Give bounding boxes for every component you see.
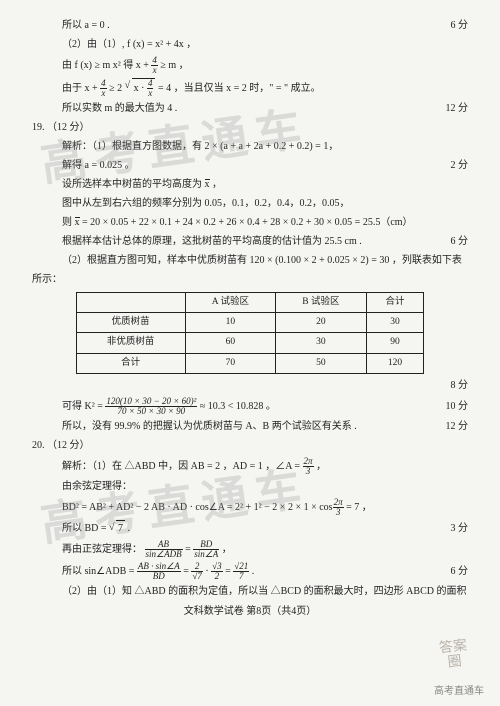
table-row: 优质树苗102030 xyxy=(76,313,424,333)
line-4: 由于 x + 4x ≥ 2 x · 4x = 4 ，当且仅当 x = 2 时，"… xyxy=(32,78,468,98)
pts-3: 3 分 xyxy=(451,521,469,537)
line-12pre: 所示： xyxy=(32,272,468,288)
content: 所以 a = 0 . 6 分 （2）由（1）, f (x) = x² + 4x ，… xyxy=(32,18,468,620)
line-14: 可得 K² = 120(10 × 30 − 20 × 60)²70 × 50 ×… xyxy=(62,397,438,416)
q20: 20. （12 分） xyxy=(32,438,468,454)
line-8: 设所选样本中树苗的平均高度为 x ， xyxy=(32,177,468,193)
line-11: 根据样本估计总体的原理，这批树苗的平均高度的估计值为 25.5 cm . xyxy=(62,234,443,250)
line-16: 解析：（1）在 △ABD 中，因 AB = 2 ，AD = 1 ，∠A = 2π… xyxy=(32,457,468,476)
pts-6c: 6 分 xyxy=(451,564,469,580)
line-2: （2）由（1）, f (x) = x² + 4x ， xyxy=(32,37,468,53)
line-20: 再由正弦定理得： ABsin∠ADB = BDsin∠A ， xyxy=(32,540,468,559)
page-footer: 文科数学试卷 第8页（共4页） xyxy=(32,604,468,620)
line-15: 所以，没有 99.9% 的把握认为优质树苗与 A、B 两个试验区有关系 . xyxy=(62,419,438,435)
line-3: 由 f (x) ≥ m x² 得 x + 4x ≥ m ， xyxy=(32,56,468,75)
contingency-table: A 试验区 B 试验区 合计 优质树苗102030 非优质树苗603090 合计… xyxy=(76,292,425,374)
line-6: 解析：（1）根据直方图数据，有 2 × (a + a + 2a + 0.2 + … xyxy=(32,139,468,155)
line-17: 由余弦定理得： xyxy=(32,479,468,495)
line-12: （2）根据直方图可知，样本中优质树苗有 120 × (0.100 × 2 + 0… xyxy=(32,253,468,269)
pts-8: 8 分 xyxy=(451,378,469,394)
pts-12b: 12 分 xyxy=(446,419,469,435)
line-21: 所以 sin∠ADB = AB · sin∠ABD = 2√7 · √32 = … xyxy=(62,562,443,581)
line-7: 解得 a = 0.025 。 xyxy=(62,158,443,174)
line-22: （2）由（1）知 △ABD 的面积为定值，所以当 △BCD 的面积最大时，四边形… xyxy=(32,584,468,600)
pts-12a: 12 分 xyxy=(446,101,469,117)
line-a0: 所以 a = 0 . xyxy=(62,18,443,34)
table-row: 合计7050120 xyxy=(76,353,424,373)
line-18: BD² = AB² + AD² − 2 AB · AD · cos∠A = 2²… xyxy=(32,498,468,517)
q19: 19. （12 分） xyxy=(32,120,468,136)
table-row: 非优质树苗603090 xyxy=(76,333,424,353)
pts-2: 2 分 xyxy=(451,158,469,174)
footer-brand: 高考直通车 xyxy=(434,684,484,700)
pts-6b: 6 分 xyxy=(451,234,469,250)
table-row: A 试验区 B 试验区 合计 xyxy=(76,293,424,313)
pts-6: 6 分 xyxy=(451,18,469,34)
line-19: 所以 BD = 7 . xyxy=(62,520,443,537)
pts-10: 10 分 xyxy=(446,399,469,415)
line-9: 图中从左到右六组的频率分别为 0.05，0.1，0.2，0.4，0.2，0.05… xyxy=(32,196,468,212)
line-5: 所以实数 m 的最大值为 4 . xyxy=(62,101,438,117)
line-10: 则 x = 20 × 0.05 + 22 × 0.1 + 24 × 0.2 + … xyxy=(32,215,468,231)
answer-stamp: 答案 圈 xyxy=(420,631,488,681)
